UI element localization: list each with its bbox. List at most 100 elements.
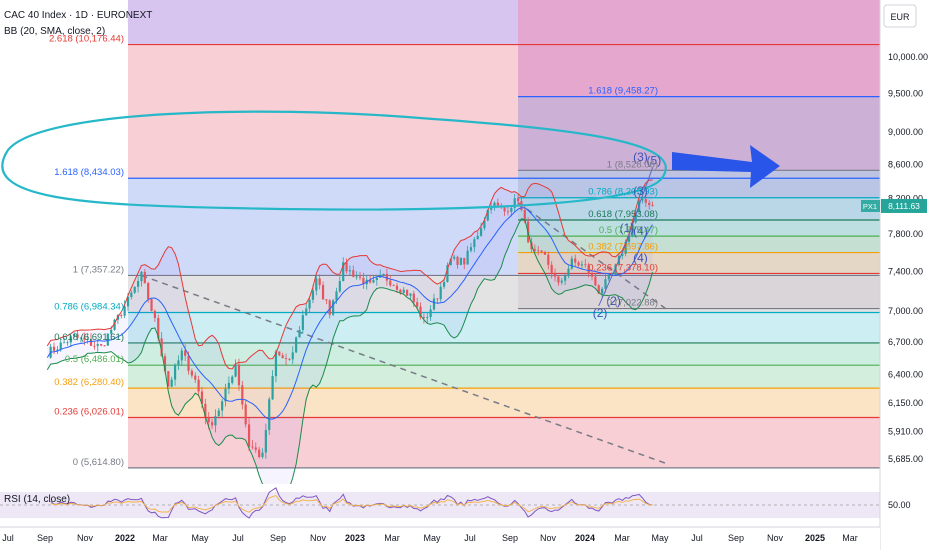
time-tick-label: Jul <box>464 533 476 543</box>
time-tick-label: Nov <box>77 533 94 543</box>
time-tick-label: Mar <box>614 533 630 543</box>
candle-down <box>244 404 247 425</box>
candle-up <box>130 292 133 297</box>
candle-up <box>483 220 486 229</box>
candle-down <box>163 356 167 372</box>
candle-up <box>338 281 341 292</box>
dashed-trendline <box>141 274 667 465</box>
currency-label: EUR <box>890 12 910 22</box>
price-axis-background <box>880 0 932 550</box>
candle-down <box>153 310 156 319</box>
candle-up <box>234 364 237 377</box>
candle-up <box>510 207 513 212</box>
time-tick-label: 2024 <box>575 533 595 543</box>
candle-down <box>422 317 425 318</box>
bollinger-fill <box>47 180 653 498</box>
candle-up <box>513 198 516 208</box>
rsi-ma-line <box>50 494 653 513</box>
candle-down <box>436 298 439 300</box>
elliott-wave-label: (1) <box>620 221 635 235</box>
candle-up <box>627 235 631 242</box>
candle-down <box>537 250 540 252</box>
candle-up <box>493 202 496 207</box>
candle-up <box>375 277 378 281</box>
bollinger-lower-band <box>46 218 653 498</box>
time-axis-background <box>0 527 880 550</box>
candle-down <box>547 254 550 265</box>
candle-up <box>123 306 126 316</box>
fib2-zone-2 <box>518 170 880 198</box>
highlight-ellipse <box>1 110 667 211</box>
candle-down <box>587 264 590 274</box>
candle-down <box>52 346 56 351</box>
price-tick-label: 7,800.00 <box>888 229 923 239</box>
candle-down <box>385 273 389 281</box>
candle-up <box>486 209 489 221</box>
candle-down <box>207 417 210 423</box>
time-tick-label: Sep <box>502 533 518 543</box>
fib2-zone-4 <box>518 220 880 237</box>
price-tick-label: 5,910.00 <box>888 426 923 436</box>
candle-down <box>577 262 580 266</box>
rsi-label: RSI (14, close) <box>4 494 70 505</box>
elliott-wave-label: (5) <box>647 153 662 167</box>
time-tick-label: 2022 <box>115 533 135 543</box>
currency-box <box>883 4 917 28</box>
candle-up <box>601 288 604 294</box>
candle-up <box>621 253 624 256</box>
candle-up <box>348 270 352 272</box>
time-tick-label: Sep <box>728 533 744 543</box>
elliott-wave-label: (2) <box>593 306 608 320</box>
candle-up <box>140 271 143 282</box>
fib1-level-label: 1.618 (8,434.03) <box>54 167 124 178</box>
candle-down <box>241 385 244 405</box>
candle-up <box>298 329 301 338</box>
candle-up <box>59 342 62 350</box>
candle-up <box>301 315 304 330</box>
candle-up <box>224 388 227 402</box>
candle-up <box>96 344 99 346</box>
candle-down <box>281 355 284 359</box>
price-tick-label: 9,000.00 <box>888 127 923 137</box>
price-tick-label: 7,400.00 <box>888 266 923 276</box>
candle-up <box>432 298 436 310</box>
candle-up <box>180 350 183 361</box>
candle-up <box>136 281 140 287</box>
candle-down <box>557 276 560 283</box>
bollinger-legend: BB (20, SMA, close, 2) <box>4 26 106 37</box>
candle-down <box>456 256 459 265</box>
candle-up <box>79 337 83 339</box>
candle-up <box>580 264 584 266</box>
candle-up <box>449 258 452 266</box>
candle-down <box>648 202 651 206</box>
fib2-level-label: 1 (8,528.06) <box>607 159 658 170</box>
fib1-zone-5 <box>128 342 880 366</box>
candle-down <box>516 198 520 202</box>
candle-up <box>261 452 264 458</box>
candle-down <box>167 371 170 387</box>
candle-down <box>405 289 409 296</box>
candle-up <box>409 293 412 296</box>
candle-up <box>231 376 234 383</box>
candle-down <box>574 258 577 263</box>
fib2-level-label: 1.618 (9,458.27) <box>588 86 658 97</box>
candle-down <box>288 359 291 360</box>
time-tick-label: May <box>423 533 441 543</box>
candle-down <box>187 355 190 371</box>
fib2-zone-0 <box>518 0 880 97</box>
candle-up <box>567 268 570 277</box>
candle-up <box>634 212 637 223</box>
candle-up <box>372 280 375 283</box>
candle-up <box>641 199 644 201</box>
time-tick-label: Mar <box>842 533 858 543</box>
candle-down <box>369 279 372 283</box>
candle-down <box>321 285 325 300</box>
candle-up <box>439 286 442 300</box>
fib2-zone-3 <box>518 197 880 221</box>
candle-up <box>173 364 177 380</box>
fib1-level-label: 0.786 (6,984.34) <box>54 301 124 312</box>
candle-down <box>328 300 331 315</box>
candle-up <box>217 410 220 417</box>
time-tick-label: Sep <box>270 533 286 543</box>
